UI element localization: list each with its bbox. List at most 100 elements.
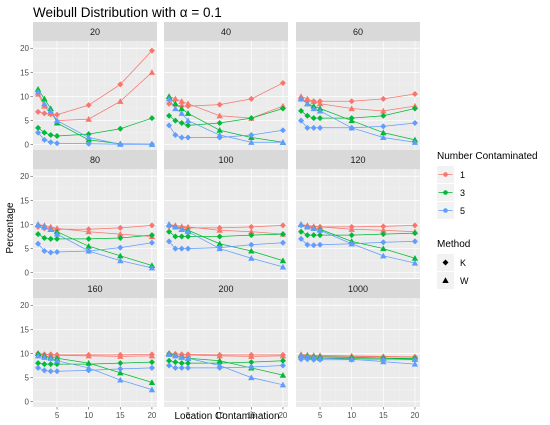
data-point-5-K: [298, 117, 305, 124]
data-point-3-W: [117, 369, 124, 376]
panel-background: [296, 169, 420, 278]
x-tick-label: 20: [147, 411, 156, 420]
facet-panel-100: 100: [164, 150, 288, 278]
data-point-5-W: [248, 255, 255, 261]
data-point-1-W: [117, 98, 124, 104]
data-point-3-K: [248, 115, 255, 122]
facet-panel-1000: 1000 5 10 15 20: [296, 279, 420, 420]
data-point-5-K: [185, 134, 192, 141]
data-point-5-K: [172, 132, 179, 139]
data-point-3-K: [411, 105, 418, 112]
facet-panel-60: 60: [296, 22, 420, 150]
data-point-1-W: [380, 227, 387, 233]
data-point-3-W: [85, 359, 92, 366]
facet-panel-200: 200 5 10 15 20: [164, 279, 288, 420]
y-tick-label: 15: [20, 325, 29, 334]
y-tick-label: 20: [20, 172, 29, 181]
data-point-5-K: [117, 365, 124, 372]
x-tick-label: 15: [379, 411, 388, 420]
data-point-5-K: [298, 235, 305, 242]
data-point-5-W: [34, 352, 42, 359]
data-point-5-W: [411, 360, 419, 367]
data-point-3-K: [178, 233, 185, 240]
data-point-5-W: [184, 117, 192, 124]
data-point-3-W: [148, 379, 156, 385]
facet-panel-80: 80 0 5 10 15 20: [20, 150, 157, 278]
y-tick-label: 0: [25, 269, 30, 278]
y-tick-label: 15: [20, 68, 29, 77]
data-point-3-W: [380, 245, 387, 252]
panel-background: [33, 169, 157, 278]
data-point-3-K: [298, 107, 305, 114]
data-point-3-K: [172, 233, 179, 240]
data-point-1-K: [411, 91, 418, 98]
data-point-1-W: [216, 227, 223, 233]
data-point-3-K: [317, 232, 324, 239]
data-point-3-K: [310, 115, 317, 122]
panel-background: [164, 41, 288, 150]
data-point-5-W: [316, 227, 324, 233]
data-point-3-K: [348, 232, 355, 239]
facet-panel-40: 40: [164, 22, 288, 150]
data-point-3-K: [85, 131, 92, 138]
data-point-5-W: [310, 225, 317, 231]
data-point-5-K: [166, 122, 173, 129]
panel-background: [33, 298, 157, 407]
data-point-5-W: [279, 139, 287, 145]
data-point-1-W: [380, 107, 387, 114]
data-point-1-W: [85, 115, 92, 122]
data-point-1-K: [279, 79, 286, 86]
data-point-3-K: [178, 119, 185, 126]
data-point-5-W: [47, 107, 54, 114]
data-point-5-W: [53, 117, 61, 124]
data-point-5-W: [316, 355, 324, 361]
legend-key-point: [443, 190, 448, 195]
data-point-5-K: [41, 247, 48, 254]
legend-label-1: 1: [460, 170, 465, 180]
data-point-5-W: [41, 354, 48, 360]
legend-key-point: [443, 172, 448, 177]
data-point-5-W: [148, 141, 156, 147]
data-point-3-K: [47, 132, 54, 139]
data-point-3-K: [35, 360, 42, 367]
legend-color-title: Number Contaminated: [437, 151, 538, 162]
data-point-3-W: [380, 129, 387, 136]
data-point-5-K: [148, 239, 155, 246]
data-point-1-K: [117, 224, 124, 231]
facet-strip: [33, 279, 157, 298]
data-point-1-W: [53, 352, 61, 358]
data-point-1-K: [41, 110, 48, 117]
data-point-1-W: [148, 69, 156, 75]
facet-strip-label: 60: [353, 27, 363, 37]
panel-background: [164, 298, 288, 407]
data-point-5-K: [35, 240, 42, 247]
data-point-1-K: [380, 223, 387, 230]
facet-panel-20: 20 0 5 10 15 20: [20, 22, 157, 150]
x-tick-label: 20: [410, 411, 419, 420]
data-point-1-K: [248, 223, 255, 230]
data-point-5-K: [317, 124, 324, 131]
data-point-5-W: [184, 228, 192, 235]
data-point-1-K: [279, 222, 286, 229]
data-point-5-K: [248, 132, 255, 139]
data-point-3-K: [41, 234, 48, 241]
data-point-5-K: [166, 362, 173, 369]
data-point-3-W: [279, 371, 287, 378]
data-point-1-W: [184, 100, 192, 107]
data-point-5-W: [380, 252, 387, 259]
data-point-5-K: [304, 124, 311, 131]
x-tick-label: 15: [116, 411, 125, 420]
panel-background: [164, 169, 288, 278]
data-point-3-K: [185, 233, 192, 240]
x-tick-label: 10: [84, 411, 93, 420]
y-tick-label: 0: [25, 141, 30, 150]
data-point-3-W: [279, 257, 287, 264]
data-point-1-W: [53, 225, 61, 231]
x-tick-label: 20: [278, 411, 287, 420]
data-point-3-K: [185, 360, 192, 367]
data-point-5-W: [165, 351, 173, 357]
facet-strip-label: 160: [87, 284, 102, 294]
data-point-3-K: [310, 232, 317, 239]
data-point-5-W: [178, 110, 185, 116]
panel-background: [296, 298, 420, 407]
